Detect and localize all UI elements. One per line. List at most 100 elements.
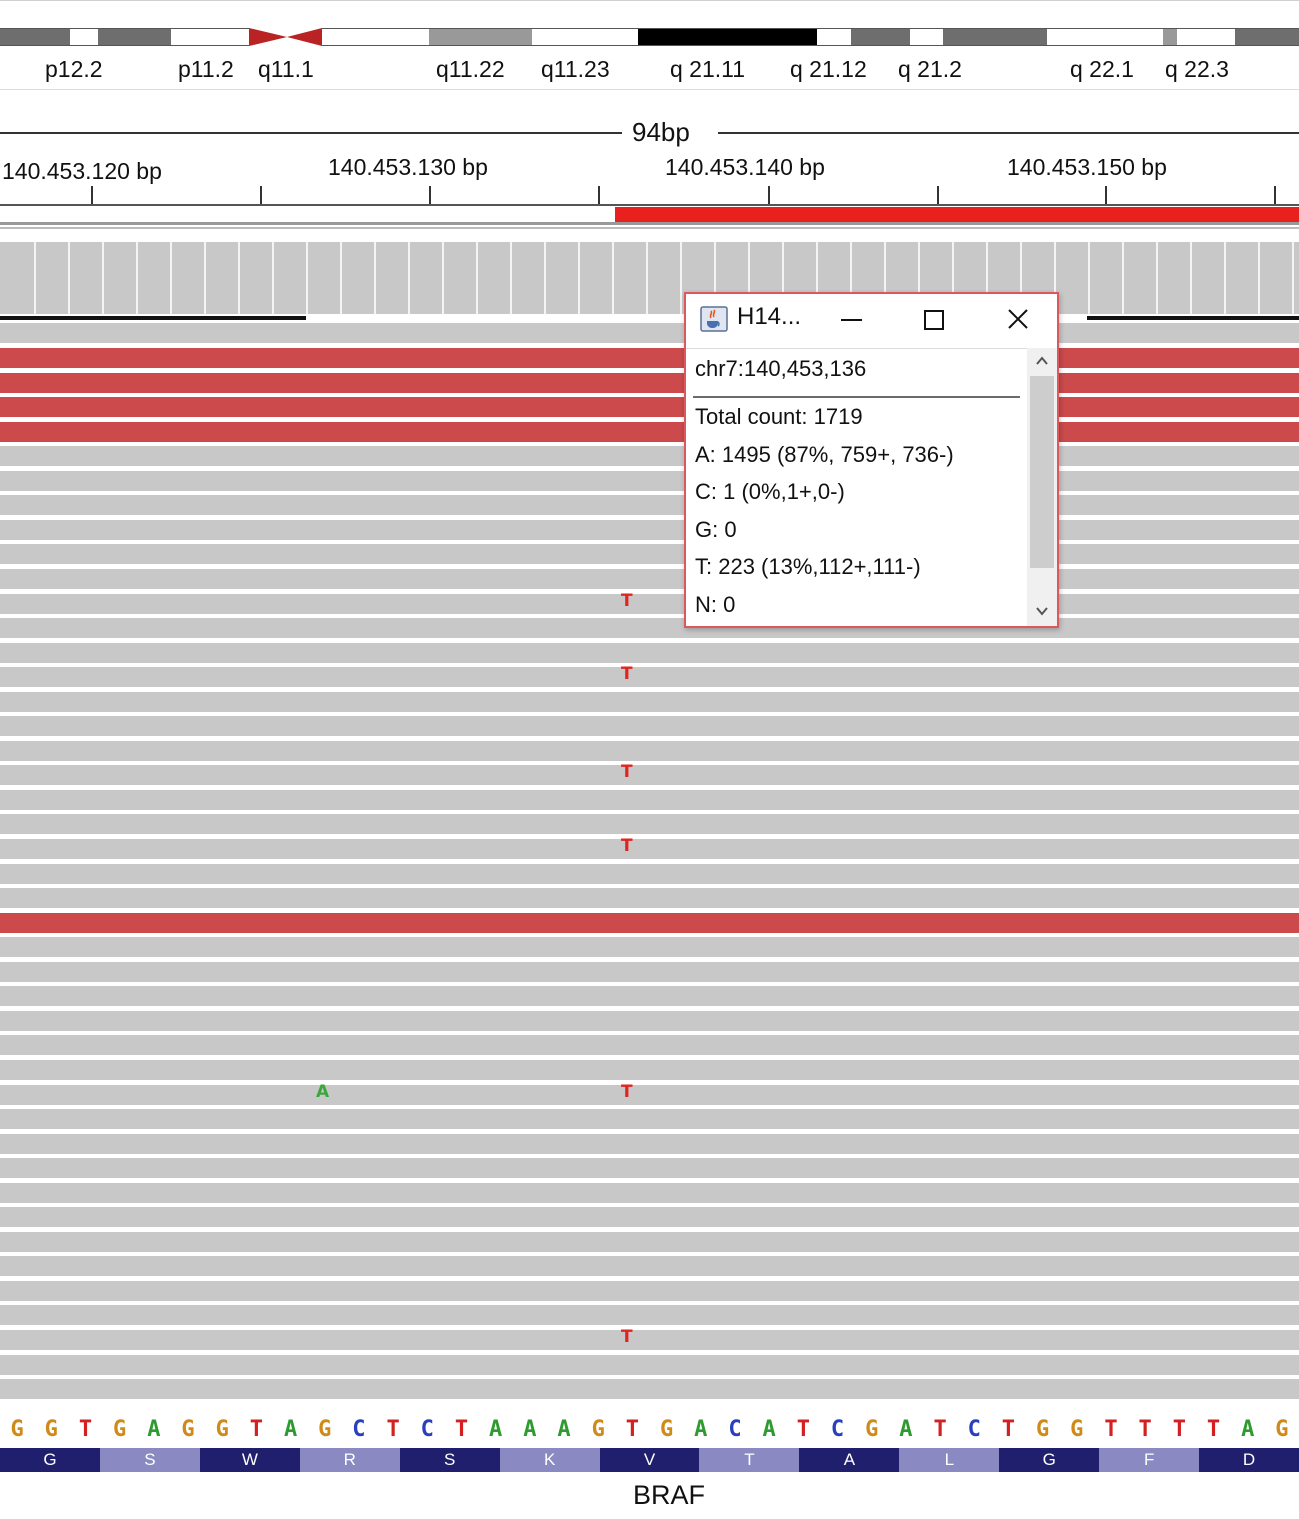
read-row[interactable] (0, 495, 1299, 516)
read-row[interactable] (0, 348, 1299, 368)
read-row[interactable] (0, 397, 1299, 418)
reference-base: T (249, 1417, 263, 1442)
coverage-column-divider (340, 242, 342, 314)
position-info-popup[interactable]: H14... chr7:140,453,136 Total count: 171… (684, 292, 1059, 628)
minimize-button[interactable] (832, 302, 872, 338)
coverage-column-divider (680, 242, 682, 314)
centromere-right (287, 28, 322, 46)
ideogram-band (322, 28, 429, 46)
read-row[interactable] (0, 1035, 1299, 1056)
read-row[interactable] (0, 814, 1299, 835)
coverage-underline-right (1087, 316, 1299, 320)
coverage-column-divider (1224, 242, 1226, 314)
read-row[interactable] (0, 1330, 1299, 1350)
amino-acid-cell: G (999, 1448, 1100, 1472)
popup-titlebar[interactable]: H14... (686, 294, 1057, 346)
coverage-column-divider (408, 242, 410, 314)
read-row[interactable] (0, 1133, 1299, 1154)
read-row[interactable] (0, 961, 1299, 982)
mismatch-base[interactable]: T (621, 1327, 633, 1347)
coverage-column-divider (204, 242, 206, 314)
band-label: p11.2 (178, 56, 234, 82)
read-row[interactable] (0, 544, 1299, 565)
band-label: p12.2 (45, 56, 103, 82)
popup-total-count: Total count: 1719 (695, 404, 863, 429)
read-row[interactable] (0, 1182, 1299, 1203)
alignment-track[interactable]: T T T T A T T (0, 322, 1299, 1402)
read-row[interactable] (0, 937, 1299, 958)
mismatch-base[interactable]: T (621, 664, 633, 685)
read-row[interactable] (0, 716, 1299, 737)
read-row[interactable] (0, 421, 1299, 442)
mismatch-base[interactable]: T (621, 836, 633, 856)
read-row[interactable] (0, 642, 1299, 663)
ruler-baseline (0, 204, 1299, 206)
ideogram-top-line (0, 0, 1299, 1)
read-row[interactable] (0, 1158, 1299, 1179)
coverage-track[interactable] (0, 242, 1299, 314)
read-row[interactable] (0, 1059, 1299, 1080)
ideogram-band (1177, 28, 1235, 46)
read-row[interactable] (0, 593, 1299, 614)
read-row[interactable] (0, 618, 1299, 639)
read-row[interactable] (0, 1379, 1299, 1400)
read-row[interactable] (0, 1280, 1299, 1301)
read-row[interactable] (0, 1256, 1299, 1277)
read-row[interactable] (0, 1231, 1299, 1252)
read-row[interactable] (0, 863, 1299, 884)
read-row[interactable] (0, 323, 1299, 344)
read-row[interactable] (0, 470, 1299, 491)
ruler-tick (429, 186, 431, 204)
position-ruler[interactable]: 94bp 140.453.120 bp 140.453.130 bp 140.453… (0, 110, 1299, 230)
ruler-tick (768, 186, 770, 204)
read-row[interactable] (0, 667, 1299, 688)
chromosome-ideogram[interactable]: p12.2 p11.2 q11.1 q11.22 q11.23 q 21.11 q 21.1… (0, 0, 1299, 92)
band-label: q11.22 (436, 56, 505, 82)
span-line-left (0, 132, 622, 134)
read-row[interactable] (0, 568, 1299, 589)
coverage-column-divider (1054, 242, 1056, 314)
reference-base: A (694, 1417, 708, 1442)
read-row[interactable] (0, 765, 1299, 786)
track-divider-secondary (0, 227, 1299, 229)
read-row[interactable] (0, 986, 1299, 1007)
maximize-button[interactable] (914, 302, 954, 338)
scroll-up-icon[interactable] (1033, 352, 1051, 370)
band-label: q 21.11 (670, 56, 746, 82)
read-row[interactable] (0, 1305, 1299, 1326)
read-row[interactable] (0, 1354, 1299, 1375)
scroll-down-icon[interactable] (1033, 602, 1051, 620)
read-row[interactable] (0, 912, 1299, 933)
read-row[interactable] (0, 888, 1299, 909)
read-row[interactable] (0, 740, 1299, 761)
reference-base: A (283, 1417, 298, 1442)
read-row[interactable] (0, 1084, 1299, 1105)
mismatch-base[interactable]: T (621, 590, 633, 611)
gene-name-label[interactable]: BRAF (633, 1480, 706, 1510)
scroll-thumb[interactable] (1030, 376, 1054, 568)
gene-exon-bar[interactable] (615, 207, 1299, 222)
read-row[interactable] (0, 691, 1299, 712)
read-row[interactable] (0, 789, 1299, 810)
ideogram-band (532, 28, 638, 46)
band-label: q 21.2 (898, 56, 962, 82)
mismatch-base[interactable]: A (316, 1081, 330, 1102)
mismatch-base[interactable]: T (621, 1081, 633, 1102)
coverage-column-divider (884, 242, 886, 314)
read-row[interactable] (0, 1010, 1299, 1031)
read-row[interactable] (0, 839, 1299, 859)
mismatch-base[interactable]: T (621, 762, 633, 783)
popup-scrollbar[interactable] (1027, 348, 1057, 626)
amino-acid-cell: G (0, 1448, 100, 1472)
close-button[interactable] (998, 302, 1038, 338)
reference-base: C (728, 1417, 742, 1442)
span-line-right (718, 132, 1299, 134)
read-row[interactable] (0, 372, 1299, 393)
read-row[interactable] (0, 1109, 1299, 1130)
read-row[interactable] (0, 1207, 1299, 1228)
popup-content[interactable]: chr7:140,453,136 Total count: 1719 A: 14… (686, 348, 1027, 627)
coverage-column-divider (748, 242, 750, 314)
ideogram-band (1235, 28, 1299, 46)
read-row[interactable] (0, 446, 1299, 467)
read-row[interactable] (0, 519, 1299, 540)
